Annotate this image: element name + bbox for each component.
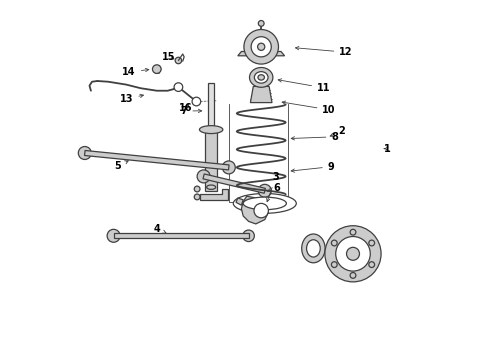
Ellipse shape: [307, 240, 320, 257]
Polygon shape: [208, 83, 214, 130]
Text: 16: 16: [179, 103, 193, 113]
Circle shape: [192, 97, 201, 106]
Text: 4: 4: [153, 224, 166, 234]
Polygon shape: [242, 196, 269, 224]
Text: 10: 10: [282, 101, 336, 115]
Text: 14: 14: [122, 67, 149, 77]
Circle shape: [222, 161, 235, 174]
Text: 6: 6: [268, 183, 281, 193]
Ellipse shape: [258, 75, 265, 80]
Ellipse shape: [249, 68, 273, 87]
Circle shape: [251, 37, 271, 57]
Circle shape: [369, 262, 374, 267]
Circle shape: [258, 184, 271, 197]
Polygon shape: [200, 189, 228, 200]
Circle shape: [152, 65, 161, 73]
Circle shape: [369, 240, 374, 246]
Circle shape: [194, 186, 200, 192]
Circle shape: [107, 229, 120, 242]
Circle shape: [336, 237, 370, 271]
Text: 1: 1: [384, 144, 391, 154]
Circle shape: [258, 21, 264, 26]
Circle shape: [194, 194, 200, 200]
Text: 9: 9: [291, 162, 335, 172]
Text: 7: 7: [181, 106, 202, 116]
Circle shape: [243, 230, 254, 242]
Polygon shape: [236, 198, 243, 205]
Text: 13: 13: [120, 94, 144, 104]
Text: 3: 3: [267, 172, 279, 202]
Polygon shape: [238, 51, 285, 56]
Ellipse shape: [302, 234, 325, 263]
Circle shape: [350, 229, 356, 235]
Text: 8: 8: [291, 132, 338, 142]
Circle shape: [331, 240, 337, 246]
Ellipse shape: [199, 126, 223, 134]
Circle shape: [244, 30, 278, 64]
Circle shape: [78, 147, 91, 159]
Polygon shape: [114, 233, 248, 238]
Text: 11: 11: [278, 79, 330, 93]
Ellipse shape: [207, 185, 216, 189]
Polygon shape: [205, 130, 217, 191]
Text: 5: 5: [114, 161, 128, 171]
Polygon shape: [85, 150, 229, 170]
Circle shape: [346, 247, 360, 260]
Circle shape: [197, 170, 210, 183]
Ellipse shape: [243, 197, 286, 210]
Circle shape: [254, 203, 269, 218]
Text: 15: 15: [162, 51, 175, 62]
Circle shape: [325, 226, 381, 282]
Circle shape: [258, 43, 265, 50]
Circle shape: [175, 57, 182, 64]
Circle shape: [350, 273, 356, 278]
Ellipse shape: [233, 194, 296, 213]
Text: 12: 12: [295, 46, 353, 57]
Circle shape: [174, 83, 183, 91]
Text: 2: 2: [330, 126, 345, 136]
Polygon shape: [203, 174, 266, 193]
Circle shape: [331, 262, 337, 267]
Ellipse shape: [254, 72, 268, 83]
Polygon shape: [250, 86, 272, 103]
